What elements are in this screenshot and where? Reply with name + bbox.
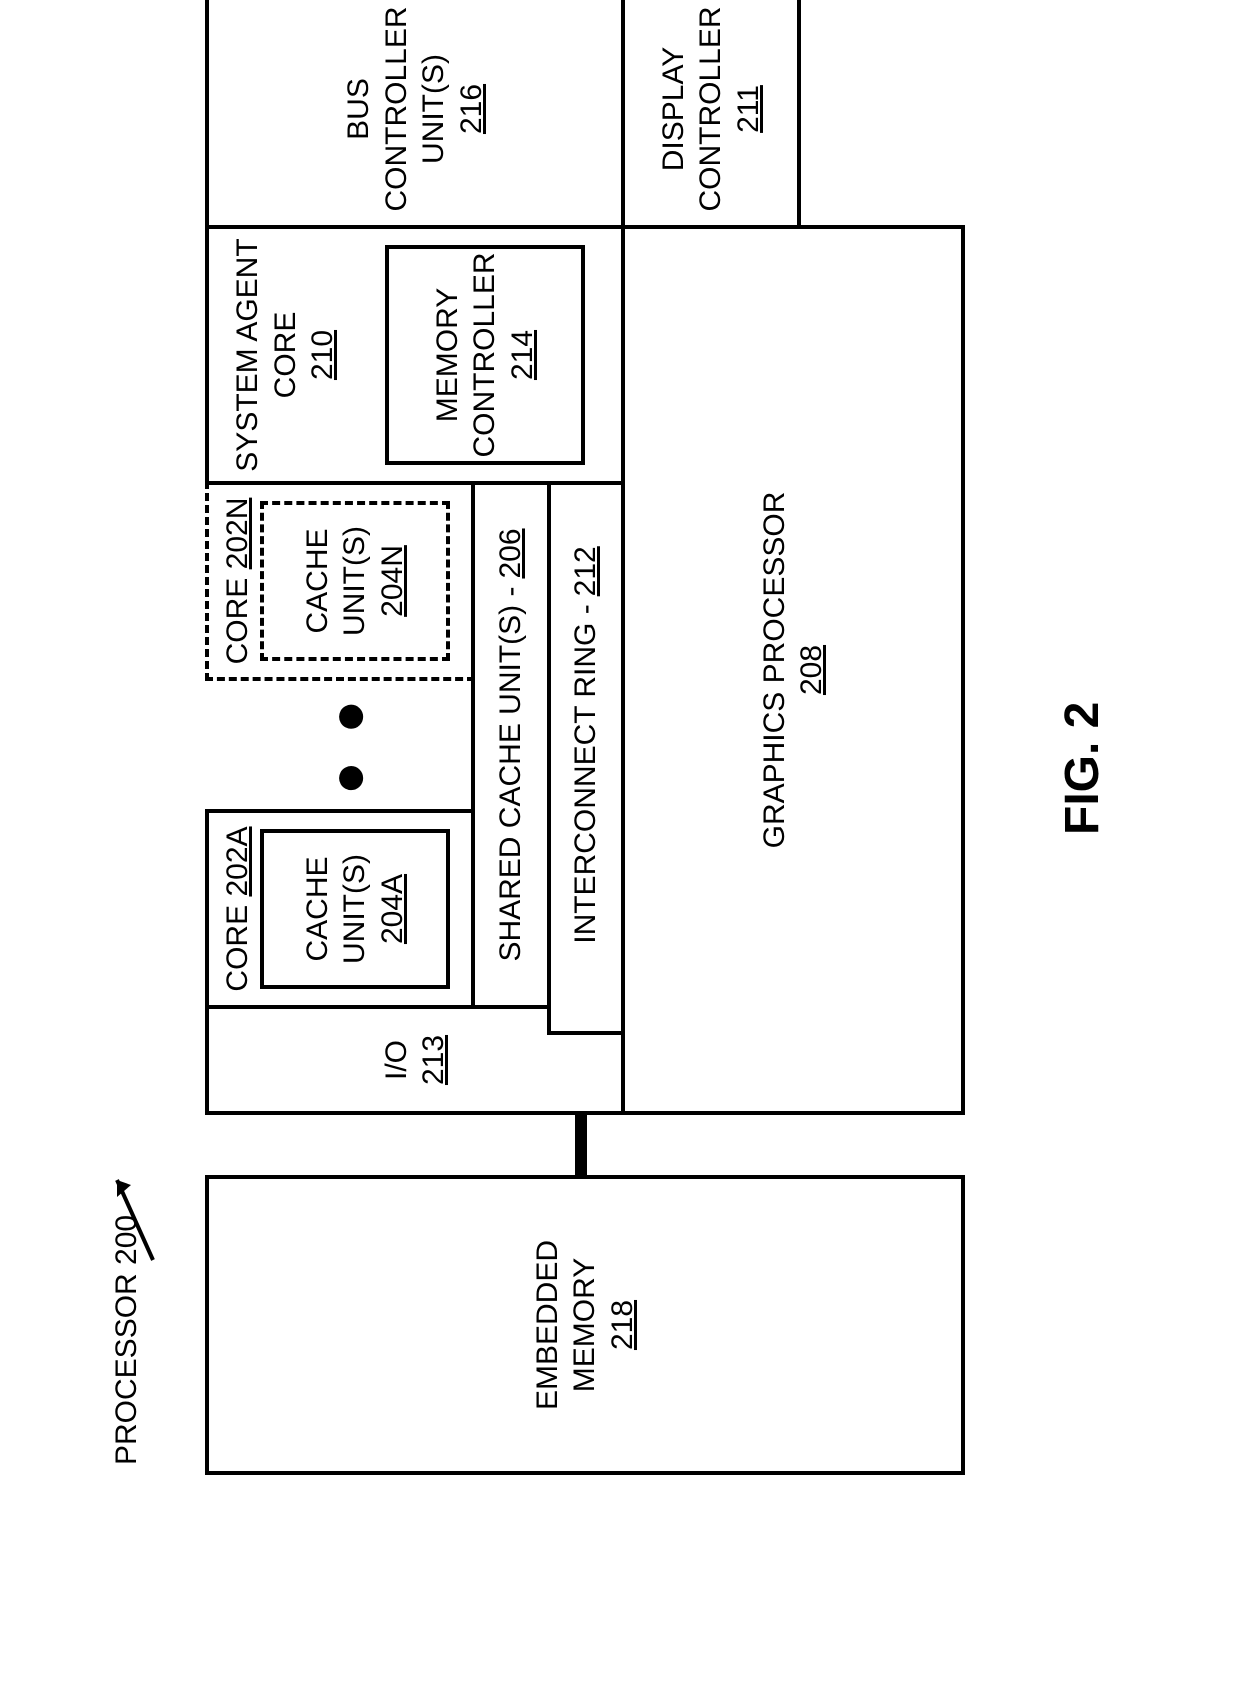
- interconnect-ring-block: INTERCONNECT RING - 212: [547, 455, 625, 1035]
- cache-a-ref: 204A: [374, 873, 412, 943]
- graphics-label: GRAPHICS PROCESSOR: [756, 491, 794, 848]
- core-a-ref: 202A: [221, 826, 254, 896]
- bus-controller-line2: CONTROLLER: [378, 6, 416, 211]
- cache-n-line1: CACHE: [299, 528, 337, 633]
- embedded-memory-block: EMBEDDED MEMORY 218: [205, 1175, 965, 1475]
- cache-a-line2: UNIT(S): [336, 854, 374, 964]
- core-a-label: CORE 202A: [219, 826, 257, 991]
- display-controller-line1: DISPLAY: [655, 46, 693, 171]
- memory-controller-line1: MEMORY: [429, 287, 467, 421]
- system-agent-ref: 210: [304, 329, 342, 379]
- bus-controller-block: BUS CONTROLLER UNIT(S) 216: [205, 0, 625, 229]
- core-n-text: CORE: [221, 577, 254, 664]
- bus-controller-line3: UNIT(S): [415, 54, 453, 164]
- display-controller-ref: 211: [730, 85, 768, 133]
- title-arrow: [105, 1155, 165, 1265]
- core-n-label: CORE 202N: [219, 497, 257, 664]
- display-controller-block: DISPLAY CONTROLLER 211: [621, 0, 801, 229]
- embedded-memory-label-2: MEMORY: [566, 1257, 604, 1391]
- shared-cache-block: SHARED CACHE UNIT(S) - 206: [471, 481, 551, 1009]
- shared-cache-label: SHARED CACHE UNIT(S) -: [492, 586, 530, 961]
- processor-block-diagram: PROCESSOR 200 EMBEDDED MEMORY 218 I/O 21…: [95, 95, 1145, 1595]
- display-controller-line2: CONTROLLER: [692, 6, 730, 211]
- cache-a-line1: CACHE: [299, 856, 337, 961]
- core-n-ref: 202N: [221, 497, 254, 569]
- bus-controller-ref: 216: [453, 83, 491, 133]
- embedded-memory-ref: 218: [604, 1299, 642, 1349]
- graphics-ref: 208: [793, 644, 831, 694]
- io-ref: 213: [415, 1034, 453, 1084]
- memory-controller-line2: CONTROLLER: [466, 252, 504, 457]
- core-a-text: CORE: [221, 904, 254, 991]
- system-agent-line1: SYSTEM AGENT: [229, 238, 267, 471]
- shared-cache-ref: 206: [492, 528, 530, 578]
- cache-a-block: CACHE UNIT(S) 204A: [260, 829, 450, 989]
- connector-memory-io: [575, 1113, 587, 1175]
- diagram-rotated-container: PROCESSOR 200 EMBEDDED MEMORY 218 I/O 21…: [95, 95, 1145, 1595]
- interconnect-ref: 212: [567, 546, 605, 596]
- figure-caption: FIG. 2: [1055, 701, 1110, 834]
- interconnect-label: INTERCONNECT RING -: [567, 604, 605, 943]
- memory-controller-block: MEMORY CONTROLLER 214: [385, 245, 585, 465]
- memory-controller-ref: 214: [504, 329, 542, 379]
- graphics-processor-block: GRAPHICS PROCESSOR 208: [621, 225, 965, 1115]
- bus-controller-line1: BUS: [340, 78, 378, 140]
- embedded-memory-label-1: EMBEDDED: [529, 1239, 567, 1409]
- system-agent-line2: CORE: [267, 311, 305, 398]
- cache-n-ref: 204N: [374, 545, 412, 617]
- cache-n-block: CACHE UNIT(S) 204N: [260, 501, 450, 661]
- cache-n-line2: UNIT(S): [336, 526, 374, 636]
- io-label: I/O: [378, 1040, 416, 1080]
